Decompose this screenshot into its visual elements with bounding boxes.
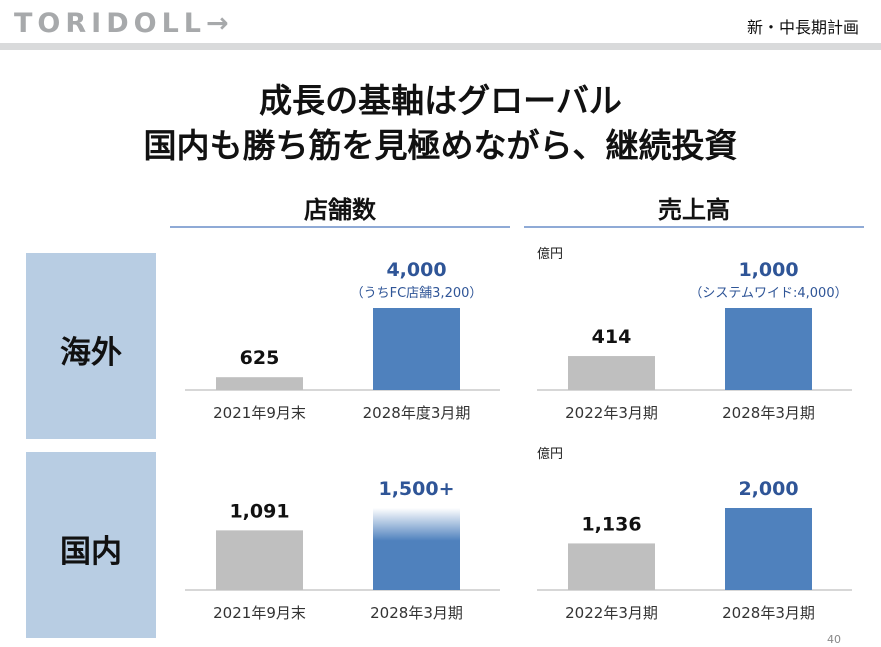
title-line-1: 成長の基軸はグローバル xyxy=(259,81,622,120)
note-label-1: （システムワイド:4,000） xyxy=(689,286,847,301)
category-label-1: 2028年度3月期 xyxy=(363,404,471,422)
plan-label: 新・中長期計画 xyxy=(746,18,859,37)
category-label-0: 2022年3月期 xyxy=(565,604,658,622)
sales-section-underline xyxy=(524,226,864,228)
bar-0 xyxy=(568,356,655,390)
bar-1 xyxy=(373,508,460,590)
category-label-1: 2028年3月期 xyxy=(370,604,463,622)
overseas-sales-chart: 414 2022年3月期 1,000 （システムワイド:4,000） 2028年3月期 xyxy=(537,259,852,422)
bar-1 xyxy=(725,508,812,590)
domestic-row-box: 国内 xyxy=(26,452,156,638)
value-label-0: 625 xyxy=(240,347,280,369)
category-label-1: 2028年3月期 xyxy=(722,404,815,422)
domestic-sales-chart: 1,136 2022年3月期 2,000 2028年3月期 xyxy=(537,478,852,622)
domestic-stores-chart: 1,091 2021年9月末 1,500+ 2028年3月期 xyxy=(185,478,500,622)
overseas-row-label: 海外 xyxy=(60,335,122,371)
category-label-1: 2028年3月期 xyxy=(722,604,815,622)
bar-1 xyxy=(373,308,460,390)
category-label-0: 2022年3月期 xyxy=(565,404,658,422)
category-label-0: 2021年9月末 xyxy=(213,604,306,622)
value-label-1: 4,000 xyxy=(386,259,446,281)
bar-0 xyxy=(568,543,655,590)
sales-unit-domestic: 億円 xyxy=(537,447,564,462)
value-label-0: 1,091 xyxy=(229,500,289,522)
value-label-0: 414 xyxy=(592,326,632,348)
overseas-row-box: 海外 xyxy=(26,253,156,439)
value-label-0: 1,136 xyxy=(581,513,641,535)
note-label-1: （うちFC店舗3,200） xyxy=(351,286,483,301)
sales-unit-overseas: 億円 xyxy=(537,247,564,262)
bar-1 xyxy=(725,308,812,390)
overseas-stores-chart: 625 2021年9月末 4,000 （うちFC店舗3,200） 2028年度3月期 xyxy=(185,259,500,422)
bar-0 xyxy=(216,530,303,590)
value-label-1: 2,000 xyxy=(738,478,798,500)
stores-section-underline xyxy=(170,226,510,228)
domestic-row-label: 国内 xyxy=(60,534,122,570)
category-label-0: 2021年9月末 xyxy=(213,404,306,422)
value-label-1: 1,000 xyxy=(738,259,798,281)
title-line-2: 国内も勝ち筋を見極めながら、継続投資 xyxy=(143,126,738,165)
value-label-1: 1,500+ xyxy=(378,478,454,500)
sales-section-title: 売上高 xyxy=(658,196,730,224)
header-divider xyxy=(0,43,881,50)
stores-section-title: 店舗数 xyxy=(304,196,376,224)
bar-0 xyxy=(216,377,303,390)
page-number: 40 xyxy=(827,633,841,646)
company-logo: TORIDOLL→ xyxy=(14,8,234,39)
